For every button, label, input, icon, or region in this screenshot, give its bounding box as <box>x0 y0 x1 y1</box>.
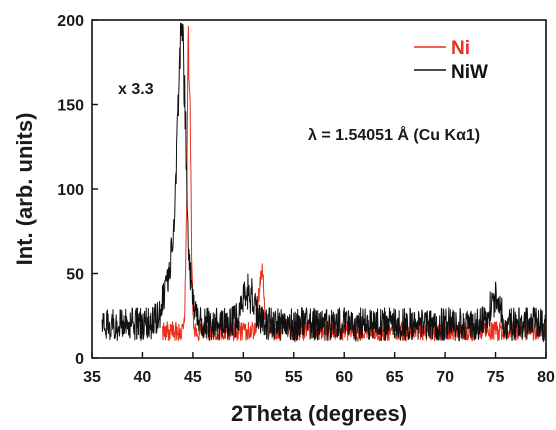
legend: Ni NiW <box>414 38 488 83</box>
x-axis: 35 40 45 50 55 60 65 70 75 80 <box>83 352 555 386</box>
y-tick-label: 100 <box>57 182 84 199</box>
scale-annotation: x 3.3 <box>118 81 154 98</box>
x-tick-label: 35 <box>83 369 101 386</box>
x-tick-label: 65 <box>386 369 404 386</box>
x-tick-label: 40 <box>134 369 152 386</box>
x-tick-label: 50 <box>234 369 252 386</box>
y-tick-label: 0 <box>75 351 84 368</box>
x-tick-label: 75 <box>487 369 505 386</box>
legend-label-niw: NiW <box>451 62 488 83</box>
x-tick-label: 60 <box>335 369 353 386</box>
y-tick-label: 150 <box>57 98 84 115</box>
x-tick-label: 70 <box>436 369 454 386</box>
y-axis-title: Int. (arb. units) <box>12 113 37 266</box>
series-line-ni <box>162 25 547 343</box>
y-tick-label: 50 <box>66 267 84 284</box>
series-line-niw <box>101 22 547 343</box>
legend-label-ni: Ni <box>451 38 470 59</box>
y-axis: 0 50 100 150 200 <box>57 13 98 368</box>
x-axis-title: 2Theta (degrees) <box>231 401 407 426</box>
wavelength-annotation: λ = 1.54051 Å (Cu Kα1) <box>308 125 480 144</box>
x-tick-label: 80 <box>537 369 555 386</box>
x-tick-label: 55 <box>285 369 303 386</box>
x-tick-label: 45 <box>184 369 202 386</box>
y-tick-label: 200 <box>57 13 84 30</box>
